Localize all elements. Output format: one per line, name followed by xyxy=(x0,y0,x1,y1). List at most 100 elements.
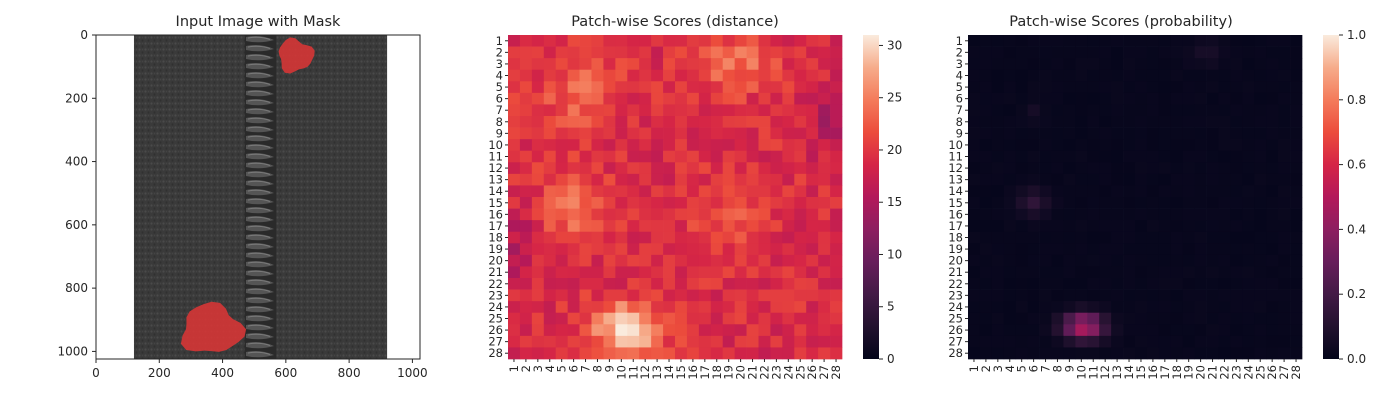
heatmap-cell xyxy=(686,185,700,198)
heatmap-cell xyxy=(579,162,592,175)
heatmap-cell xyxy=(531,173,545,186)
heatmap-cell xyxy=(1266,324,1279,337)
x-tick-label: 20 xyxy=(1194,365,1208,380)
y-tick-label: 19 xyxy=(488,242,503,256)
heatmap-cell xyxy=(1254,254,1267,267)
heatmap-cell xyxy=(806,254,819,267)
heatmap-cell xyxy=(1182,173,1195,186)
heatmap-cell xyxy=(567,197,580,209)
heatmap-cell xyxy=(818,116,831,128)
heatmap-cell xyxy=(806,58,819,71)
heatmap-cell xyxy=(1218,347,1231,360)
heatmap-cell xyxy=(663,301,676,314)
heatmap-cell xyxy=(1170,116,1184,128)
heatmap-cell xyxy=(1027,289,1040,302)
heatmap-cell xyxy=(746,347,759,360)
heatmap-cell xyxy=(991,301,1005,314)
heatmap-cell xyxy=(1146,116,1160,128)
heatmap-cell xyxy=(1254,150,1267,163)
heatmap-cell xyxy=(1111,104,1124,117)
heatmap-cell xyxy=(1254,69,1267,82)
heatmap-cell xyxy=(722,335,735,348)
heatmap-cell xyxy=(651,69,664,82)
heatmap-cell xyxy=(830,81,843,94)
heatmap-cell xyxy=(1182,46,1195,59)
heatmap-cell xyxy=(746,162,759,175)
heatmap-cell xyxy=(508,150,521,163)
heatmap-cell xyxy=(722,243,735,256)
heatmap-cell xyxy=(1051,162,1064,175)
heatmap-cell xyxy=(663,162,676,175)
heatmap-cell xyxy=(1015,58,1028,71)
heatmap-cell xyxy=(1206,150,1219,163)
heatmap-cell xyxy=(1266,69,1279,82)
heatmap-cell xyxy=(627,35,640,47)
heatmap-cell xyxy=(531,150,545,163)
heatmap-cell xyxy=(1206,139,1219,152)
heatmap-cell xyxy=(746,104,759,117)
heatmap-cell xyxy=(1194,208,1207,221)
heatmap-cell xyxy=(818,231,831,244)
heatmap-cell xyxy=(1135,335,1148,348)
heatmap-cell xyxy=(1230,127,1243,140)
heatmap-cell xyxy=(1075,254,1088,267)
heatmap-cell xyxy=(627,92,640,105)
heatmap-cell xyxy=(1051,116,1064,128)
heatmap-cell xyxy=(1146,81,1160,94)
heatmap-cell xyxy=(1242,324,1255,337)
y-tick-label: 4 xyxy=(496,69,503,83)
x-tick-label: 27 xyxy=(817,365,831,380)
heatmap-cell xyxy=(579,127,592,140)
heatmap-cell xyxy=(794,35,807,47)
heatmap-cell xyxy=(555,254,568,267)
heatmap-cell xyxy=(746,220,759,233)
heatmap-cell xyxy=(567,231,580,244)
heatmap-cell xyxy=(734,127,747,140)
heatmap-cell xyxy=(782,104,795,117)
heatmap-cell xyxy=(508,278,521,290)
heatmap-cell xyxy=(794,116,807,128)
heatmap-cell xyxy=(1099,69,1112,82)
heatmap-cell xyxy=(543,301,557,314)
x-tick-label: 25 xyxy=(1253,365,1267,380)
heatmap-cell xyxy=(1230,35,1243,47)
heatmap-cell xyxy=(1015,289,1028,302)
heatmap-cell xyxy=(1278,243,1291,256)
heatmap-cell xyxy=(1242,266,1255,279)
heatmap-cell xyxy=(1278,127,1291,140)
heatmap-cell xyxy=(1170,243,1184,256)
x-tick-label: 10 xyxy=(614,365,628,380)
heatmap-cell xyxy=(722,312,735,325)
heatmap-cell xyxy=(519,347,533,360)
heatmap-cell xyxy=(1075,301,1088,314)
heatmap-cell xyxy=(1075,208,1088,221)
heatmap-cell xyxy=(543,139,557,152)
heatmap-cell xyxy=(818,46,831,59)
heatmap-cell xyxy=(782,266,795,279)
heatmap-cell xyxy=(758,278,771,290)
heatmap-cell xyxy=(818,58,831,71)
heatmap-cell xyxy=(591,104,604,117)
y-tick-label: 25 xyxy=(948,312,963,326)
colorbar-tick-label: 0.6 xyxy=(1347,158,1366,172)
heatmap-cell xyxy=(1242,81,1255,94)
heatmap-cell xyxy=(991,289,1005,302)
heatmap-cell xyxy=(663,58,676,71)
heatmap-cell xyxy=(591,312,604,325)
heatmap-cell xyxy=(758,58,771,71)
heatmap-cell xyxy=(1254,81,1267,94)
heatmap-cell xyxy=(1254,127,1267,140)
heatmap-cell xyxy=(686,116,700,128)
heatmap-cell xyxy=(686,278,700,290)
heatmap-cell xyxy=(555,289,568,302)
heatmap-cell xyxy=(675,231,688,244)
heatmap-cell xyxy=(1182,139,1195,152)
heatmap-cell xyxy=(1027,208,1040,221)
heatmap-cell xyxy=(1123,173,1136,186)
heatmap-cell xyxy=(675,92,688,105)
heatmap-cell xyxy=(746,278,759,290)
heatmap-cell xyxy=(1206,104,1219,117)
heatmap-cell xyxy=(710,150,724,163)
x-tick-label: 26 xyxy=(1265,365,1279,380)
heatmap-cell xyxy=(519,104,533,117)
